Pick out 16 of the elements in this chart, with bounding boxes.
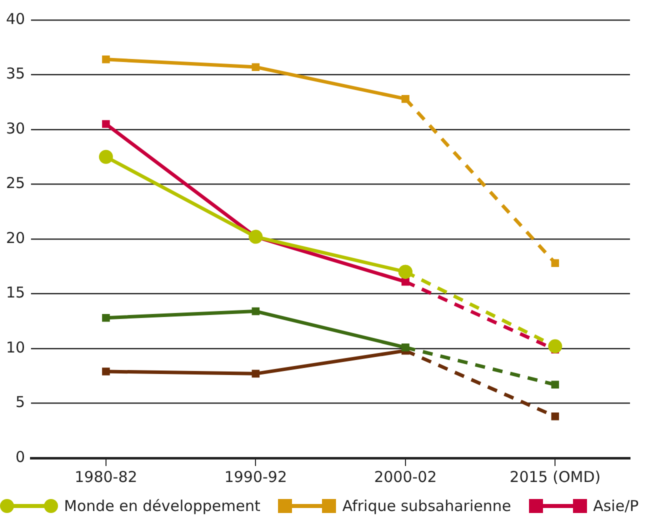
y-tick-label: 20	[6, 228, 26, 247]
legend-label: Asie/P	[593, 497, 639, 515]
y-tick-label: 25	[6, 174, 26, 192]
x-tick-label: 1990-92	[224, 468, 288, 486]
y-tick-label: 30	[6, 119, 26, 138]
y-tick-label: 35	[6, 64, 26, 83]
y-tick-label: 5	[16, 393, 26, 412]
y-tick-label: 40	[6, 10, 26, 28]
x-tick-label: 1980-82	[74, 468, 138, 486]
y-tick-label: 0	[16, 448, 26, 466]
legend-label: Afrique subsaharienne	[342, 497, 512, 515]
x-tick-label: 2015 (OMD)	[510, 468, 601, 486]
legend-label: Monde en développement	[64, 497, 260, 515]
y-tick-label: 15	[6, 284, 26, 302]
y-tick-label: 10	[6, 338, 26, 356]
x-tick-label: 2000-02	[374, 468, 437, 486]
